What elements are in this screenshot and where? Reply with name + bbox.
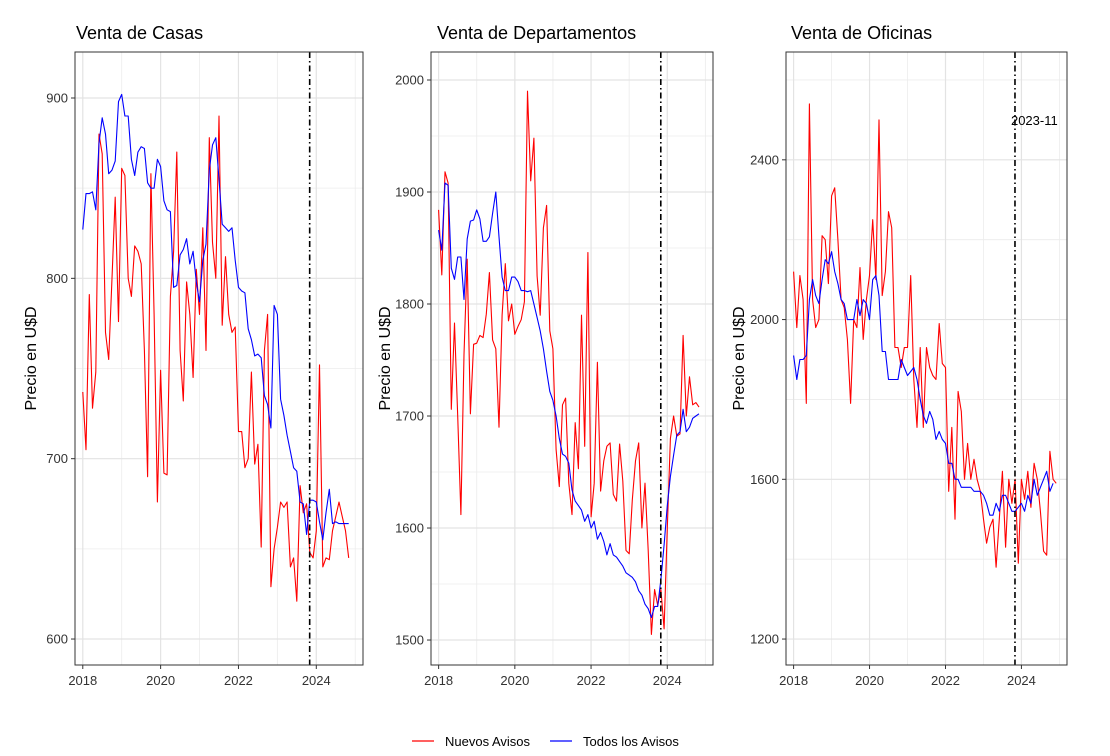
y-tick-label: 700 [46, 451, 68, 466]
x-tick-label: 2020 [500, 673, 529, 688]
y-tick-label: 800 [46, 271, 68, 286]
x-tick-label: 2022 [931, 673, 960, 688]
y-axis-label: Precio en U$D [731, 306, 748, 410]
panel-title: Venta de Oficinas [791, 23, 932, 43]
y-tick-label: 900 [46, 90, 68, 105]
series-line-nuevos-avisos [438, 90, 700, 635]
x-tick-label: 2020 [855, 673, 884, 688]
x-tick-label: 2022 [224, 673, 253, 688]
legend-label-todos-los-avisos: Todos los Avisos [583, 734, 679, 749]
x-tick-label: 2024 [1007, 673, 1036, 688]
x-tick-label: 2018 [424, 673, 453, 688]
y-tick-label: 1500 [395, 633, 424, 648]
x-tick-label: 2022 [577, 673, 606, 688]
y-tick-label: 1600 [750, 472, 779, 487]
x-tick-label: 2020 [146, 673, 175, 688]
series-line-nuevos-avisos [793, 103, 1057, 568]
x-tick-label: 2024 [653, 673, 682, 688]
series-line-todos-los-avisos [438, 182, 700, 619]
panel-title: Venta de Departamentos [437, 23, 636, 43]
series-line-todos-los-avisos [793, 251, 1054, 516]
legend: Nuevos Avisos Todos los Avisos [412, 734, 679, 749]
y-tick-label: 2000 [750, 312, 779, 327]
y-tick-label: 1200 [750, 632, 779, 647]
y-axis-label: Precio en U$D [23, 306, 40, 410]
reference-vline-label: 2023-11 [1011, 113, 1058, 128]
panel-border [785, 51, 1068, 666]
y-tick-label: 600 [46, 632, 68, 647]
legend-label-nuevos-avisos: Nuevos Avisos [445, 734, 531, 749]
series-line-nuevos-avisos [82, 115, 350, 602]
panel-venta-oficinas: Venta de Oficinas 2023-11 2018 2020 2022 2024… [731, 23, 1068, 688]
panel-border [430, 51, 714, 666]
panel-border [74, 51, 364, 666]
x-tick-label: 2018 [779, 673, 808, 688]
series-line-todos-los-avisos [82, 93, 349, 541]
y-axis-label: Precio en U$D [377, 306, 394, 410]
panel-title: Venta de Casas [76, 23, 203, 43]
panel-venta-casas: Venta de Casas 2018 2020 2022 2024 600 700 800 9… [23, 23, 364, 688]
panel-venta-departamentos: Venta de Departamentos 2018 2020 2022 2024 15… [377, 23, 714, 688]
y-tick-label: 1900 [395, 185, 424, 200]
y-tick-label: 2400 [750, 152, 779, 167]
y-tick-label: 2000 [395, 73, 424, 88]
x-tick-label: 2018 [68, 673, 97, 688]
y-tick-label: 1600 [395, 521, 424, 536]
y-tick-label: 1700 [395, 409, 424, 424]
x-tick-label: 2024 [302, 673, 331, 688]
y-tick-label: 1800 [395, 297, 424, 312]
